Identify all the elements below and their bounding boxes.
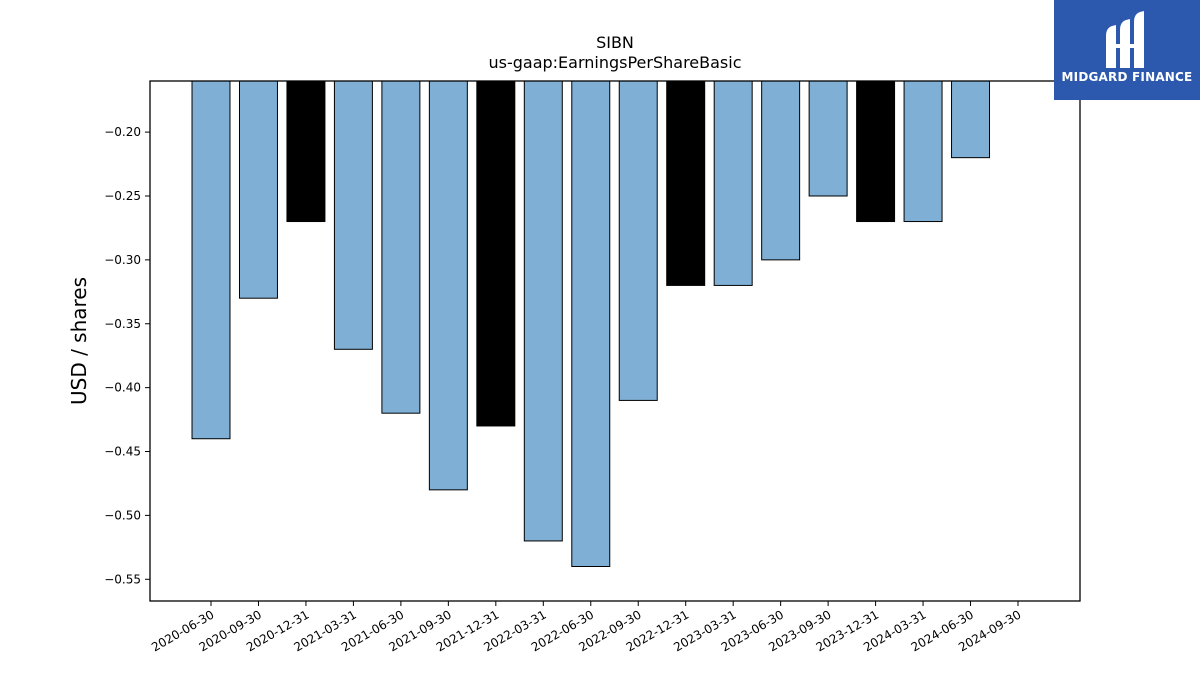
chart-title: SIBN bbox=[596, 33, 634, 52]
y-tick-label: −0.55 bbox=[104, 572, 141, 586]
y-tick-label: −0.50 bbox=[104, 508, 141, 522]
x-axis: 2020-06-302020-09-302020-12-312021-03-31… bbox=[149, 601, 1024, 654]
bar-2023-09-30 bbox=[808, 80, 848, 197]
bar-2022-12-31 bbox=[666, 80, 706, 286]
bar-2021-09-30 bbox=[428, 80, 468, 491]
y-axis: −0.20 −0.25 −0.30 −0.35 −0.40 −0.45 −0.50 −0.55 bbox=[104, 125, 150, 586]
bar-2022-09-30 bbox=[618, 80, 658, 401]
y-tick-label: −0.40 bbox=[104, 381, 141, 395]
bar-2020-09-30 bbox=[238, 80, 278, 299]
bar-2023-06-30 bbox=[761, 80, 801, 261]
bar-2021-06-30 bbox=[381, 80, 421, 414]
bar-2024-06-30 bbox=[951, 80, 991, 159]
y-axis-label: USD / shares bbox=[67, 277, 91, 405]
y-tick-label: −0.30 bbox=[104, 253, 141, 267]
y-tick-label: −0.45 bbox=[104, 445, 141, 459]
y-tick-label: −0.20 bbox=[104, 125, 141, 139]
bar-2020-06-30 bbox=[191, 80, 231, 440]
y-tick-label: −0.35 bbox=[104, 317, 141, 331]
bar-2022-06-30 bbox=[571, 80, 611, 568]
plot-frame bbox=[149, 80, 1081, 602]
brand-logo: MIDGARD FINANCE bbox=[1054, 0, 1200, 100]
y-tick-label: −0.25 bbox=[104, 189, 141, 203]
bars-group bbox=[191, 80, 1037, 568]
bar-2024-03-31 bbox=[903, 80, 943, 223]
logo-text: MIDGARD FINANCE bbox=[1061, 70, 1193, 84]
bar-2022-03-31 bbox=[523, 80, 563, 542]
bar-2023-12-31 bbox=[856, 80, 896, 223]
bar-2020-12-31 bbox=[286, 80, 326, 223]
bar-2021-12-31 bbox=[476, 80, 516, 427]
bar-2023-03-31 bbox=[713, 80, 753, 286]
chart-subtitle: us-gaap:EarningsPerShareBasic bbox=[488, 53, 741, 72]
midgard-logo-icon bbox=[1106, 11, 1144, 68]
bar-2021-03-31 bbox=[333, 80, 373, 350]
